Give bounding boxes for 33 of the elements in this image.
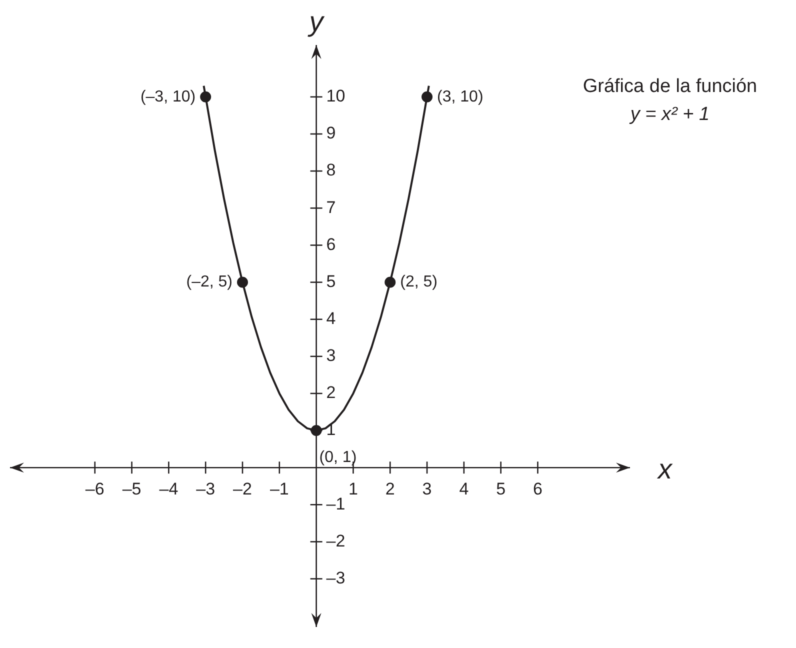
y-tick-label: –2 xyxy=(326,531,346,550)
x-tick-label: 5 xyxy=(496,479,506,498)
y-tick-label: 2 xyxy=(326,383,336,402)
y-tick-label: –1 xyxy=(326,494,346,514)
y-tick-label: 4 xyxy=(326,309,336,328)
y-tick-label: 9 xyxy=(326,124,336,143)
x-tick-label: –1 xyxy=(270,479,289,498)
x-tick-label: –4 xyxy=(159,479,178,498)
annotation: (–2, 5) xyxy=(186,274,232,291)
x-axis-title: x xyxy=(656,453,673,484)
y-tick-label: 10 xyxy=(326,86,346,106)
text: Gráfica de la función xyxy=(582,76,758,98)
y-tick-label: 7 xyxy=(326,198,336,217)
x-tick-label: –3 xyxy=(196,479,216,498)
x-tick-label: 3 xyxy=(422,479,432,498)
y-tick-label: 6 xyxy=(326,234,336,254)
y-axis-title: y xyxy=(307,6,326,37)
y-tick-label: 5 xyxy=(326,272,336,291)
x-tick-label: –5 xyxy=(122,479,142,498)
annotation: (–3, 10) xyxy=(140,88,196,106)
x-tick-label: 6 xyxy=(533,479,542,498)
y-tick-label: –3 xyxy=(326,568,346,588)
x-tick-label: –2 xyxy=(233,479,252,498)
x-tick-label: 1 xyxy=(348,479,358,498)
y-tick-label: 3 xyxy=(326,346,336,366)
text: y = x² + 1 xyxy=(628,104,711,126)
x-tick-label: 4 xyxy=(459,479,469,498)
annotation: (0, 1) xyxy=(319,448,357,466)
annotation: (2, 5) xyxy=(400,274,438,291)
x-tick-label: –6 xyxy=(85,479,104,498)
x-tick-label: 2 xyxy=(385,479,395,498)
y-tick-label: 8 xyxy=(326,160,336,180)
annotation: (3, 10) xyxy=(437,88,484,106)
